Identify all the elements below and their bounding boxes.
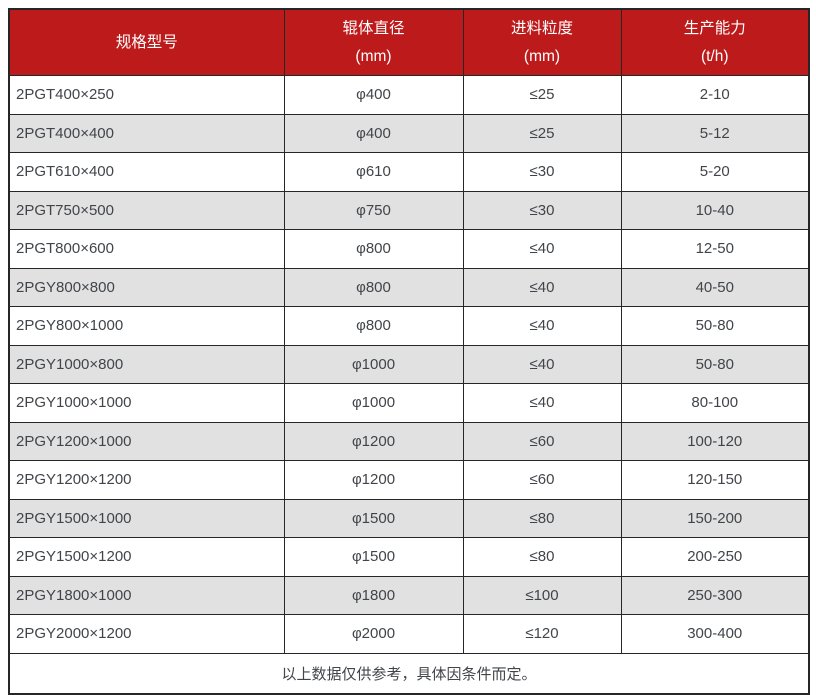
table-cell: 200-250 bbox=[620, 537, 810, 577]
table-cell: ≤30 bbox=[462, 152, 622, 192]
table-cell: 5-20 bbox=[620, 152, 810, 192]
table-cell: 50-80 bbox=[620, 344, 810, 384]
spec-table: 规格型号 辊体直径 (mm) 进料粒度 (mm) 生产能力 (t/h) 2PGT400×25… bbox=[8, 8, 810, 695]
column-header: 进料粒度 (mm) bbox=[462, 8, 622, 76]
table-row: 2PGY1000×1000 φ1000 ≤40 80-100 bbox=[8, 383, 810, 423]
table-cell: ≤40 bbox=[462, 229, 622, 269]
table-cell: ≤40 bbox=[462, 306, 622, 346]
table-header: 规格型号 辊体直径 (mm) 进料粒度 (mm) 生产能力 (t/h) bbox=[8, 8, 810, 76]
table-cell: ≤30 bbox=[462, 190, 622, 230]
table-cell: φ800 bbox=[283, 229, 464, 269]
table-cell: ≤25 bbox=[462, 113, 622, 153]
table-cell: φ1200 bbox=[283, 460, 464, 500]
table-row: 2PGY1500×1000 φ1500 ≤80 150-200 bbox=[8, 498, 810, 538]
table-footer: 以上数据仅供参考，具体因条件而定。 bbox=[8, 652, 810, 694]
table-cell: 2PGT750×500 bbox=[8, 190, 285, 230]
table-cell: ≤40 bbox=[462, 383, 622, 423]
header-row: 规格型号 辊体直径 (mm) 进料粒度 (mm) 生产能力 (t/h) bbox=[8, 8, 810, 76]
table-cell: 2PGY800×1000 bbox=[8, 306, 285, 346]
table-cell: φ800 bbox=[283, 267, 464, 307]
table-cell: 2PGT800×600 bbox=[8, 229, 285, 269]
table-cell: ≤120 bbox=[462, 614, 622, 654]
table-cell: 2PGY2000×1200 bbox=[8, 614, 285, 654]
table-cell: 50-80 bbox=[620, 306, 810, 346]
table-cell: ≤40 bbox=[462, 267, 622, 307]
table-cell: φ750 bbox=[283, 190, 464, 230]
table-cell: φ1500 bbox=[283, 498, 464, 538]
table-cell: 2PGY1500×1000 bbox=[8, 498, 285, 538]
table-cell: ≤60 bbox=[462, 460, 622, 500]
table-cell: 2PGY1000×800 bbox=[8, 344, 285, 384]
table-cell: 2PGY1200×1000 bbox=[8, 421, 285, 461]
table-row: 2PGT800×600 φ800 ≤40 12-50 bbox=[8, 229, 810, 269]
table-cell: φ400 bbox=[283, 75, 464, 115]
table-cell: φ2000 bbox=[283, 614, 464, 654]
table-cell: φ1800 bbox=[283, 575, 464, 615]
table-row: 2PGY1200×1200 φ1200 ≤60 120-150 bbox=[8, 460, 810, 500]
table-cell: 2PGT400×250 bbox=[8, 75, 285, 115]
column-title: 辊体直径 bbox=[342, 19, 405, 37]
table-row: 2PGY1000×800 φ1000 ≤40 50-80 bbox=[8, 344, 810, 384]
table-cell: φ1000 bbox=[283, 383, 464, 423]
table-cell: φ400 bbox=[283, 113, 464, 153]
table-cell: 40-50 bbox=[620, 267, 810, 307]
column-unit: (mm) bbox=[355, 47, 392, 65]
table-cell: 100-120 bbox=[620, 421, 810, 461]
table-cell: ≤80 bbox=[462, 537, 622, 577]
table-cell: 150-200 bbox=[620, 498, 810, 538]
table-cell: φ1500 bbox=[283, 537, 464, 577]
table-body: 2PGT400×250 φ400 ≤25 2-10 2PGT400×400 φ400 ≤25… bbox=[8, 75, 810, 654]
table-row: 2PGY800×1000 φ800 ≤40 50-80 bbox=[8, 306, 810, 346]
table-cell: ≤25 bbox=[462, 75, 622, 115]
column-unit: (mm) bbox=[523, 47, 561, 65]
table-cell: ≤60 bbox=[462, 421, 622, 461]
table-cell: φ1200 bbox=[283, 421, 464, 461]
column-header: 规格型号 bbox=[8, 8, 285, 76]
table-cell: ≤40 bbox=[462, 344, 622, 384]
table-cell: ≤100 bbox=[462, 575, 622, 615]
table-cell: 2PGY1800×1000 bbox=[8, 575, 285, 615]
table-cell: 10-40 bbox=[620, 190, 810, 230]
table-cell: φ610 bbox=[283, 152, 464, 192]
table-cell: 2PGT400×400 bbox=[8, 113, 285, 153]
table-cell: 120-150 bbox=[620, 460, 810, 500]
table-cell: 80-100 bbox=[620, 383, 810, 423]
column-unit: (t/h) bbox=[700, 47, 729, 65]
table-cell: 300-400 bbox=[620, 614, 810, 654]
table-cell: φ1000 bbox=[283, 344, 464, 384]
table-row: 2PGT750×500 φ750 ≤30 10-40 bbox=[8, 190, 810, 230]
table-row: 2PGY1800×1000 φ1800 ≤100 250-300 bbox=[8, 575, 810, 615]
footer-row: 以上数据仅供参考，具体因条件而定。 bbox=[8, 652, 810, 694]
table-cell: 2-10 bbox=[620, 75, 810, 115]
column-title: 生产能力 bbox=[683, 19, 746, 37]
column-header: 生产能力 (t/h) bbox=[620, 8, 810, 76]
table-cell: 2PGY1500×1200 bbox=[8, 537, 285, 577]
table-cell: 2PGY1000×1000 bbox=[8, 383, 285, 423]
table-cell: ≤80 bbox=[462, 498, 622, 538]
table-row: 2PGT610×400 φ610 ≤30 5-20 bbox=[8, 152, 810, 192]
column-title: 规格型号 bbox=[115, 33, 178, 51]
table-cell: 250-300 bbox=[620, 575, 810, 615]
table-cell: 12-50 bbox=[620, 229, 810, 269]
table-row: 2PGY2000×1200 φ2000 ≤120 300-400 bbox=[8, 614, 810, 654]
column-header: 辊体直径 (mm) bbox=[283, 8, 464, 76]
table-row: 2PGY1500×1200 φ1500 ≤80 200-250 bbox=[8, 537, 810, 577]
table-row: 2PGY800×800 φ800 ≤40 40-50 bbox=[8, 267, 810, 307]
table-cell: 2PGY800×800 bbox=[8, 267, 285, 307]
table-cell: 2PGT610×400 bbox=[8, 152, 285, 192]
table-cell: φ800 bbox=[283, 306, 464, 346]
table-row: 2PGT400×250 φ400 ≤25 2-10 bbox=[8, 75, 810, 115]
column-title: 进料粒度 bbox=[510, 19, 573, 37]
table-row: 2PGT400×400 φ400 ≤25 5-12 bbox=[8, 113, 810, 153]
table-cell: 2PGY1200×1200 bbox=[8, 460, 285, 500]
table-row: 2PGY1200×1000 φ1200 ≤60 100-120 bbox=[8, 421, 810, 461]
table-footer-note: 以上数据仅供参考，具体因条件而定。 bbox=[8, 652, 810, 694]
table-cell: 5-12 bbox=[620, 113, 810, 153]
